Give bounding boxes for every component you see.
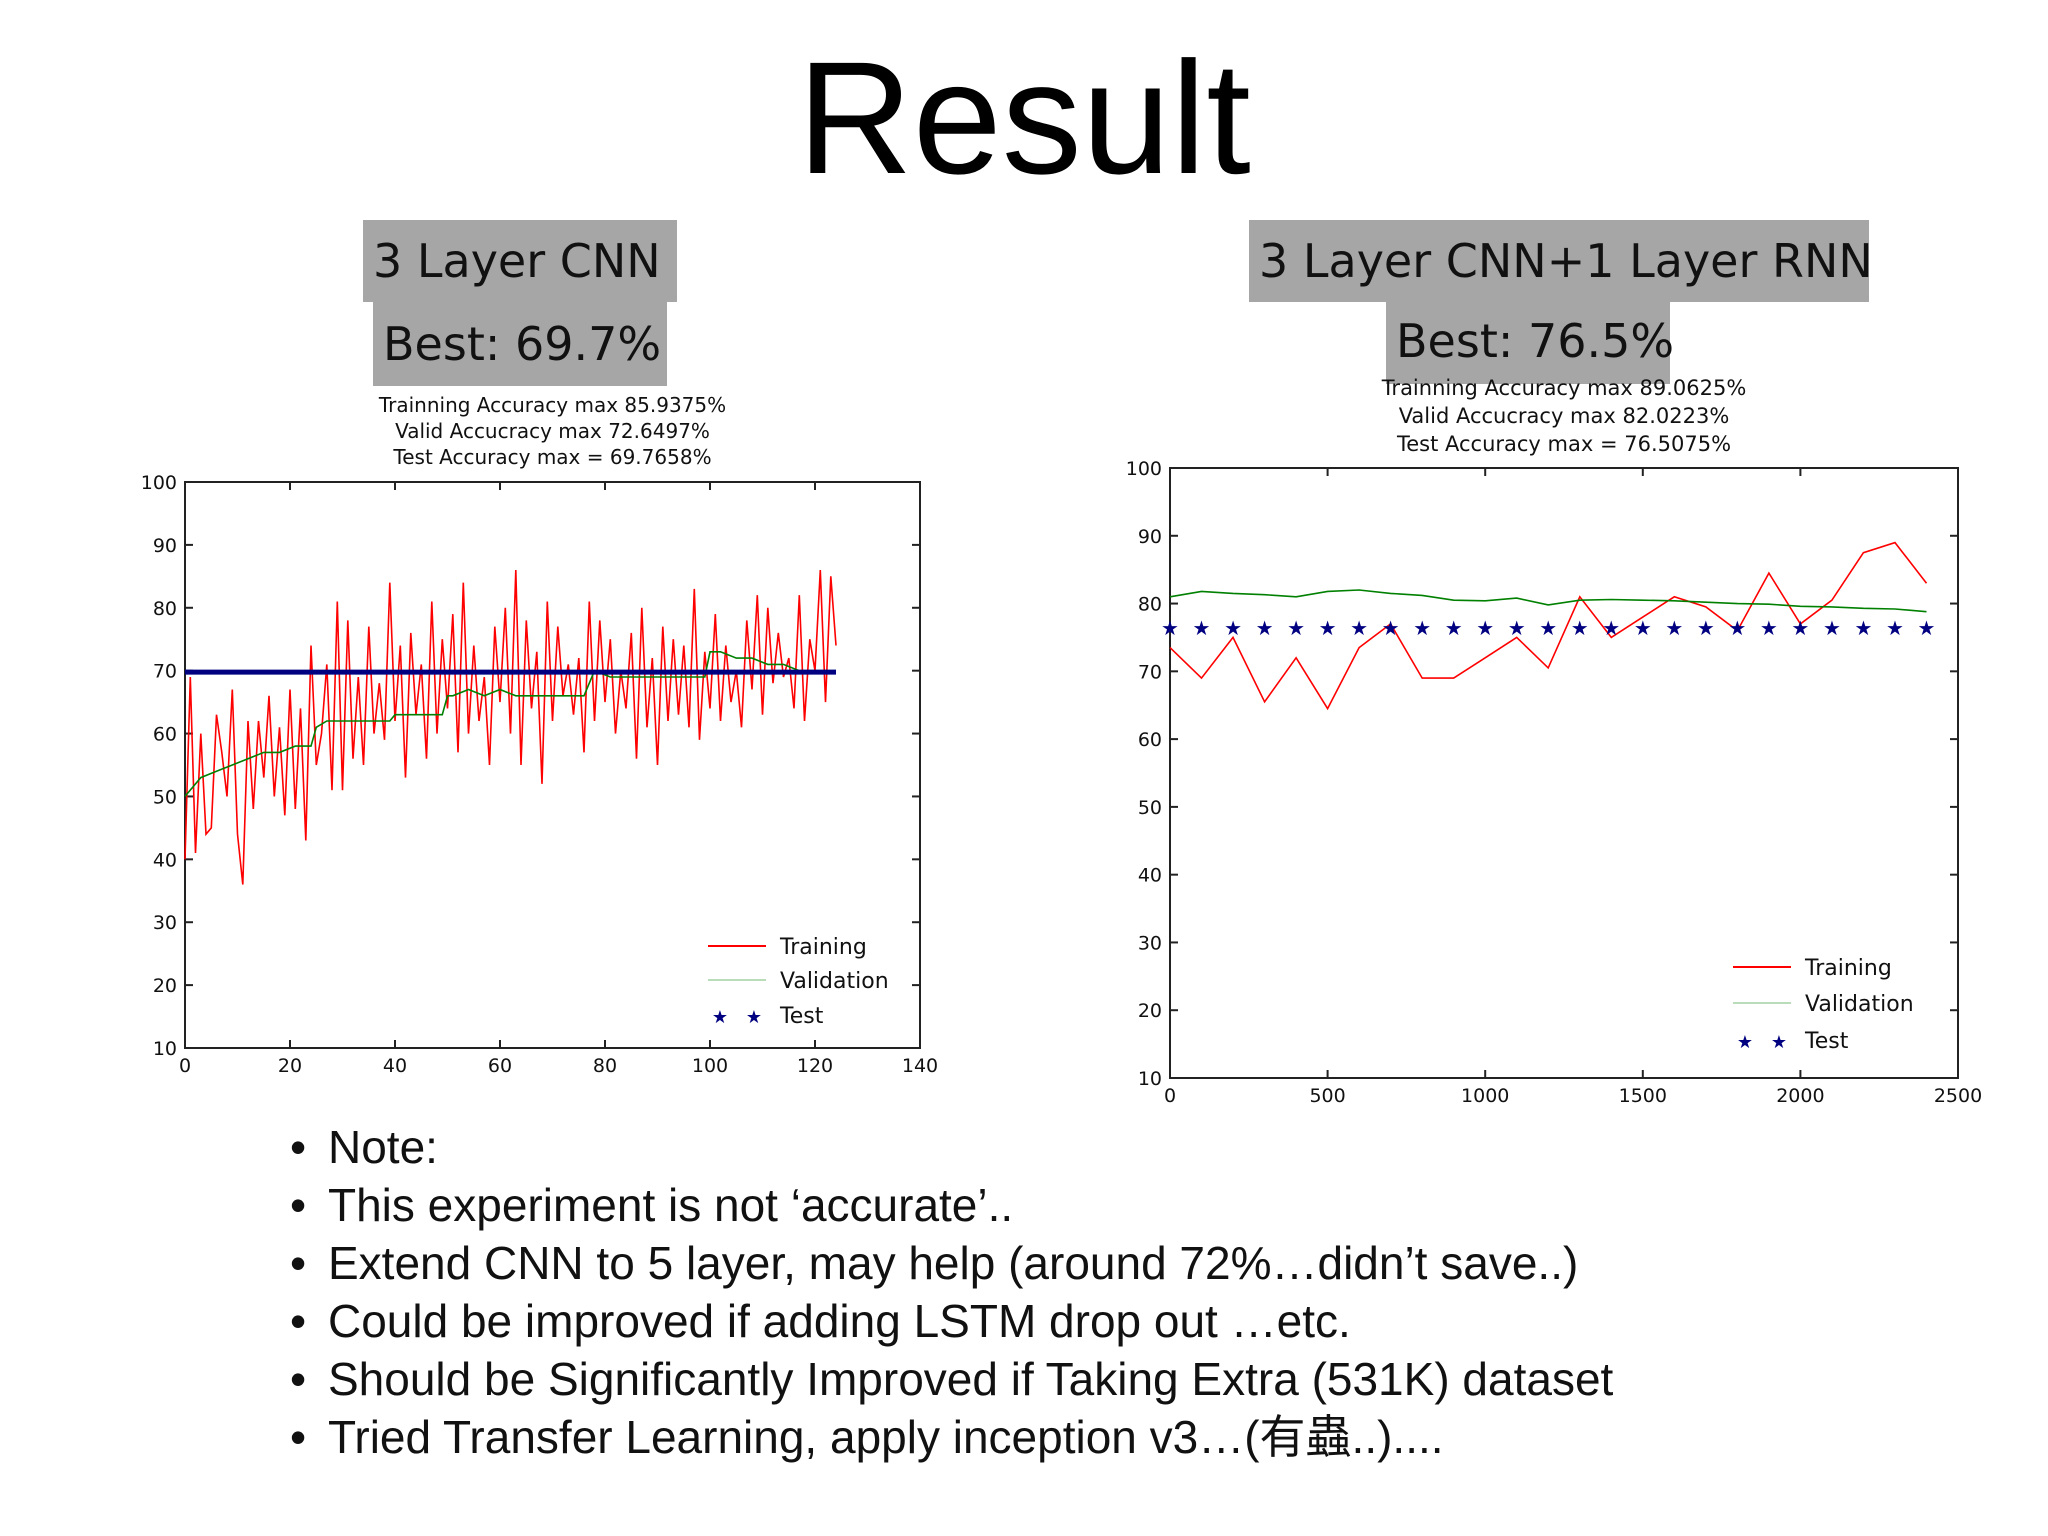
y-tick-label: 70 <box>153 661 177 683</box>
y-tick-label: 20 <box>153 975 177 997</box>
training-series-line <box>184 569 837 885</box>
test-marker: ★ <box>1728 616 1746 640</box>
test-marker: ★ <box>1854 616 1872 640</box>
x-tick-label: 120 <box>797 1055 833 1077</box>
right-model-label: 3 Layer CNN+1 Layer RNN <box>1249 220 1873 302</box>
legend-marker: ★ <box>1771 1032 1787 1053</box>
test-marker: ★ <box>1193 616 1211 640</box>
y-tick-label: 60 <box>1138 729 1162 751</box>
test-marker: ★ <box>1508 616 1526 640</box>
y-tick-label: 20 <box>1138 1000 1162 1022</box>
test-marker: ★ <box>1760 616 1778 640</box>
chart-title-line: Trainning Accuracy max 89.0625% <box>1381 376 1747 400</box>
note-item: Could be improved if adding LSTM drop ou… <box>290 1292 1613 1350</box>
left-best-label: Best: 69.7% <box>373 302 667 386</box>
x-tick-label: 0 <box>179 1055 191 1077</box>
y-tick-label: 10 <box>153 1038 177 1060</box>
validation-series-line <box>184 650 836 797</box>
x-tick-label: 80 <box>593 1055 617 1077</box>
x-tick-label: 100 <box>692 1055 728 1077</box>
test-marker: ★ <box>1539 616 1557 640</box>
x-tick-label: 2000 <box>1776 1085 1824 1107</box>
validation-series-line <box>1169 589 1927 613</box>
training-series-line <box>1169 541 1928 711</box>
chart-title-line: Test Accuracy max = 76.5075% <box>1396 432 1731 456</box>
y-tick-label: 50 <box>153 786 177 808</box>
y-tick-label: 90 <box>1138 526 1162 548</box>
y-tick-label: 60 <box>153 724 177 746</box>
test-marker: ★ <box>1224 616 1242 640</box>
test-marker: ★ <box>1665 616 1683 640</box>
x-tick-label: 1500 <box>1619 1085 1667 1107</box>
y-tick-label: 40 <box>1138 865 1162 887</box>
chart-title-line: Valid Accucracy max 82.0223% <box>1399 404 1730 428</box>
test-marker: ★ <box>1823 616 1841 640</box>
y-tick-label: 50 <box>1138 797 1162 819</box>
y-tick-label: 80 <box>153 598 177 620</box>
note-item: Tried Transfer Learning, apply inception… <box>290 1408 1613 1466</box>
x-tick-label: 1000 <box>1461 1085 1509 1107</box>
legend-marker: ★ <box>712 1007 728 1028</box>
test-marker: ★ <box>1287 616 1305 640</box>
notes-list: Note: This experiment is not ‘accurate’.… <box>290 1118 1613 1466</box>
x-tick-label: 140 <box>902 1055 938 1077</box>
y-tick-label: 80 <box>1138 594 1162 616</box>
chart-title-line: Trainning Accuracy max 85.9375% <box>378 393 726 417</box>
legend-label: Validation <box>780 969 889 994</box>
chart-title-line: Test Accuracy max = 69.7658% <box>392 445 711 469</box>
test-marker: ★ <box>1697 616 1715 640</box>
x-tick-label: 2500 <box>1934 1085 1982 1107</box>
note-item: Note: <box>290 1118 1613 1176</box>
slide-title: Result <box>797 28 1251 207</box>
x-tick-label: 500 <box>1309 1085 1345 1107</box>
chart-2: Trainning Accuracy max 89.0625% Valid Acc… <box>1126 376 1982 1107</box>
legend-label: Test <box>1804 1029 1849 1054</box>
plot-area <box>184 481 921 1049</box>
chart-title-line: Valid Accucracy max 72.6497% <box>395 419 710 443</box>
test-marker: ★ <box>1319 616 1337 640</box>
x-tick-label: 0 <box>1164 1085 1176 1107</box>
chart-1: Trainning Accuracy max 85.9375%Valid Acc… <box>141 393 938 1077</box>
y-tick-label: 10 <box>1138 1068 1162 1090</box>
test-marker: ★ <box>1256 616 1274 640</box>
test-marker: ★ <box>1350 616 1368 640</box>
note-item: Should be Significantly Improved if Taki… <box>290 1350 1613 1408</box>
legend-label: Training <box>1804 956 1892 981</box>
legend-marker: ★ <box>746 1007 762 1028</box>
y-tick-label: 100 <box>1126 458 1162 480</box>
y-tick-label: 30 <box>1138 932 1162 954</box>
test-marker: ★ <box>1445 616 1463 640</box>
note-item: This experiment is not ‘accurate’.. <box>290 1176 1613 1234</box>
legend-label: Training <box>779 935 867 960</box>
legend-label: Validation <box>1805 992 1914 1017</box>
y-tick-label: 40 <box>153 849 177 871</box>
test-marker: ★ <box>1476 616 1494 640</box>
left-model-label: 3 Layer CNN <box>363 220 677 302</box>
legend-label: Test <box>779 1004 824 1029</box>
y-tick-label: 90 <box>153 535 177 557</box>
test-marker: ★ <box>1886 616 1904 640</box>
test-marker: ★ <box>1413 616 1431 640</box>
y-tick-label: 100 <box>141 472 177 494</box>
test-marker: ★ <box>1918 616 1936 640</box>
test-marker: ★ <box>1161 616 1179 640</box>
test-marker: ★ <box>1571 616 1589 640</box>
y-tick-label: 70 <box>1138 661 1162 683</box>
x-tick-label: 40 <box>383 1055 407 1077</box>
test-marker: ★ <box>1791 616 1809 640</box>
x-tick-label: 60 <box>488 1055 512 1077</box>
note-item: Extend CNN to 5 layer, may help (around … <box>290 1234 1613 1292</box>
test-marker: ★ <box>1382 616 1400 640</box>
right-best-label: Best: 76.5% <box>1386 298 1674 384</box>
plot-area <box>1169 467 1959 1079</box>
test-marker: ★ <box>1634 616 1652 640</box>
legend-marker: ★ <box>1737 1032 1753 1053</box>
x-tick-label: 20 <box>278 1055 302 1077</box>
test-marker: ★ <box>1602 616 1620 640</box>
y-tick-label: 30 <box>153 912 177 934</box>
